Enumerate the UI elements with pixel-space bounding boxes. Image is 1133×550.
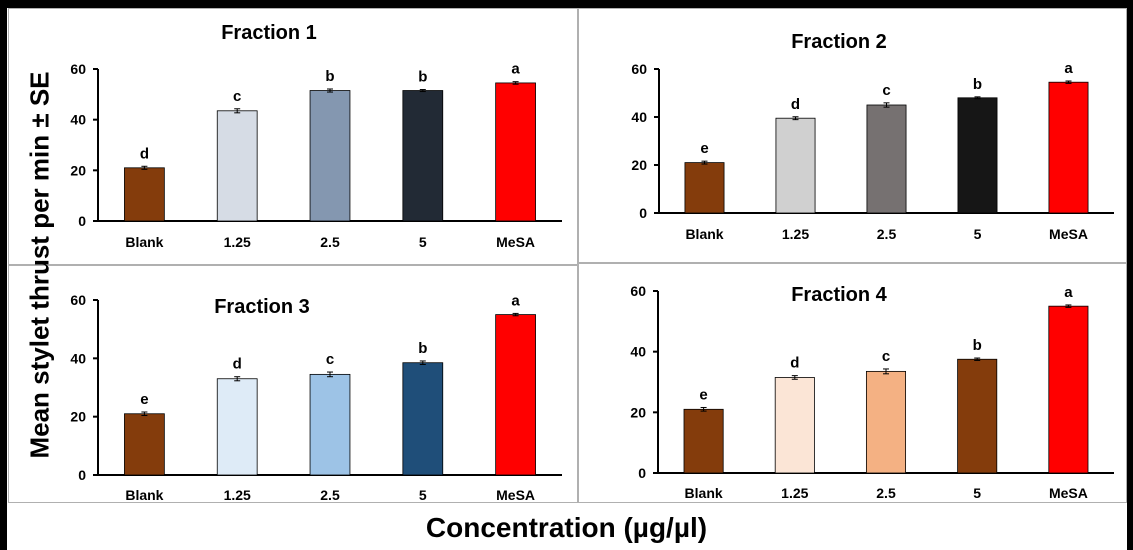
category-label: 1.25 xyxy=(224,234,251,250)
y-axis-label: Mean stylet thrust per min ± SE xyxy=(24,71,55,459)
significance-letter: b xyxy=(418,69,427,86)
bar xyxy=(309,373,351,476)
y-tick-label: 0 xyxy=(78,213,86,229)
significance-letter: d xyxy=(791,96,800,113)
y-tick-label: 20 xyxy=(70,162,86,178)
significance-letter: a xyxy=(1064,60,1073,77)
category-label: 5 xyxy=(974,226,982,242)
chart-title: Fraction 3 xyxy=(214,296,310,318)
chart-title: Fraction 2 xyxy=(791,31,887,53)
frame-top-border xyxy=(0,0,1133,8)
significance-letter: b xyxy=(973,76,982,93)
significance-letter: c xyxy=(233,88,241,105)
significance-letter: b xyxy=(973,337,982,354)
chart-fraction-2: Fraction 2 0 20 40 60 e Blank d 1.25 c 2.5 b 5 a MeSA xyxy=(631,31,1114,242)
bar xyxy=(216,378,258,476)
chart-panel-fraction-1: Fraction 1 0 20 40 60 d Blank c 1.25 b 2.5 b 5 a MeSA xyxy=(8,8,578,265)
y-tick-label: 20 xyxy=(70,409,86,425)
chart-title: Fraction 1 xyxy=(221,22,317,44)
chart-panel-fraction-2: Fraction 2 0 20 40 60 e Blank d 1.25 c 2.5 b 5 a MeSA xyxy=(578,8,1127,263)
chart-panel-fraction-4: Fraction 4 0 20 40 60 e Blank d 1.25 c 2.5 b 5 a MeSA xyxy=(578,263,1127,503)
bar xyxy=(1048,305,1089,474)
category-label: MeSA xyxy=(496,487,535,503)
significance-letter: a xyxy=(511,292,520,309)
significance-letter: e xyxy=(140,391,148,408)
category-label: 5 xyxy=(419,234,427,250)
significance-letter: c xyxy=(882,82,890,99)
bar xyxy=(774,377,815,474)
category-label: 5 xyxy=(419,487,427,503)
category-label: 2.5 xyxy=(876,485,896,501)
y-tick-label: 40 xyxy=(70,350,86,366)
category-label: 5 xyxy=(973,485,981,501)
bar xyxy=(495,314,536,476)
bar xyxy=(216,110,258,222)
y-tick-label: 60 xyxy=(631,61,647,77)
category-label: 1.25 xyxy=(781,485,808,501)
chart-panel-fraction-3: Fraction 3 0 20 40 60 e Blank d 1.25 c 2.5 b 5 a MeSA xyxy=(8,265,578,503)
significance-letter: a xyxy=(1064,284,1073,301)
bar xyxy=(684,162,725,214)
significance-letter: d xyxy=(233,356,242,373)
category-label: Blank xyxy=(125,487,163,503)
category-label: 1.25 xyxy=(224,487,251,503)
frame-right-border xyxy=(1127,0,1133,550)
significance-letter: c xyxy=(882,348,890,365)
category-label: Blank xyxy=(685,226,723,242)
y-tick-label: 60 xyxy=(70,292,86,308)
category-label: 2.5 xyxy=(320,234,340,250)
category-label: 1.25 xyxy=(782,226,809,242)
y-tick-label: 20 xyxy=(630,404,646,420)
bar xyxy=(495,82,536,222)
chart-fraction-1: Fraction 1 0 20 40 60 d Blank c 1.25 b 2.5 b 5 a MeSA xyxy=(70,22,562,250)
category-label: MeSA xyxy=(1049,485,1088,501)
significance-letter: d xyxy=(790,355,799,372)
significance-letter: b xyxy=(325,68,334,85)
y-tick-label: 60 xyxy=(70,61,86,77)
significance-letter: c xyxy=(326,351,334,368)
y-tick-label: 20 xyxy=(631,157,647,173)
bar xyxy=(957,358,998,474)
category-label: MeSA xyxy=(1049,226,1088,242)
y-tick-label: 0 xyxy=(78,467,86,483)
significance-letter: e xyxy=(700,140,708,157)
significance-letter: b xyxy=(418,340,427,357)
chart-title: Fraction 4 xyxy=(791,284,887,306)
significance-letter: e xyxy=(699,386,707,403)
significance-letter: d xyxy=(140,145,149,162)
frame-left-border xyxy=(0,0,7,550)
y-tick-label: 0 xyxy=(639,205,647,221)
y-tick-label: 40 xyxy=(630,344,646,360)
bar xyxy=(775,117,816,214)
bar xyxy=(866,104,907,214)
y-tick-label: 40 xyxy=(70,112,86,128)
y-tick-label: 40 xyxy=(631,109,647,125)
bar xyxy=(865,370,907,474)
x-axis-label: Concentration (µg/µl) xyxy=(425,512,708,543)
significance-letter: a xyxy=(511,61,520,78)
bar xyxy=(402,362,444,476)
category-label: MeSA xyxy=(496,234,535,250)
category-label: 2.5 xyxy=(320,487,340,503)
y-tick-label: 0 xyxy=(638,465,646,481)
bar xyxy=(402,90,444,222)
bar xyxy=(957,97,998,214)
bar xyxy=(124,167,165,222)
category-label: Blank xyxy=(685,485,723,501)
category-label: 2.5 xyxy=(877,226,897,242)
chart-fraction-3: Fraction 3 0 20 40 60 e Blank d 1.25 c 2.5 b 5 a MeSA xyxy=(70,292,562,503)
chart-fraction-4: Fraction 4 0 20 40 60 e Blank d 1.25 c 2.5 b 5 a MeSA xyxy=(630,283,1114,501)
bar xyxy=(124,413,165,476)
bar xyxy=(683,408,724,474)
bar xyxy=(309,90,351,222)
category-label: Blank xyxy=(125,234,163,250)
bar xyxy=(1048,81,1089,214)
y-tick-label: 60 xyxy=(630,283,646,299)
